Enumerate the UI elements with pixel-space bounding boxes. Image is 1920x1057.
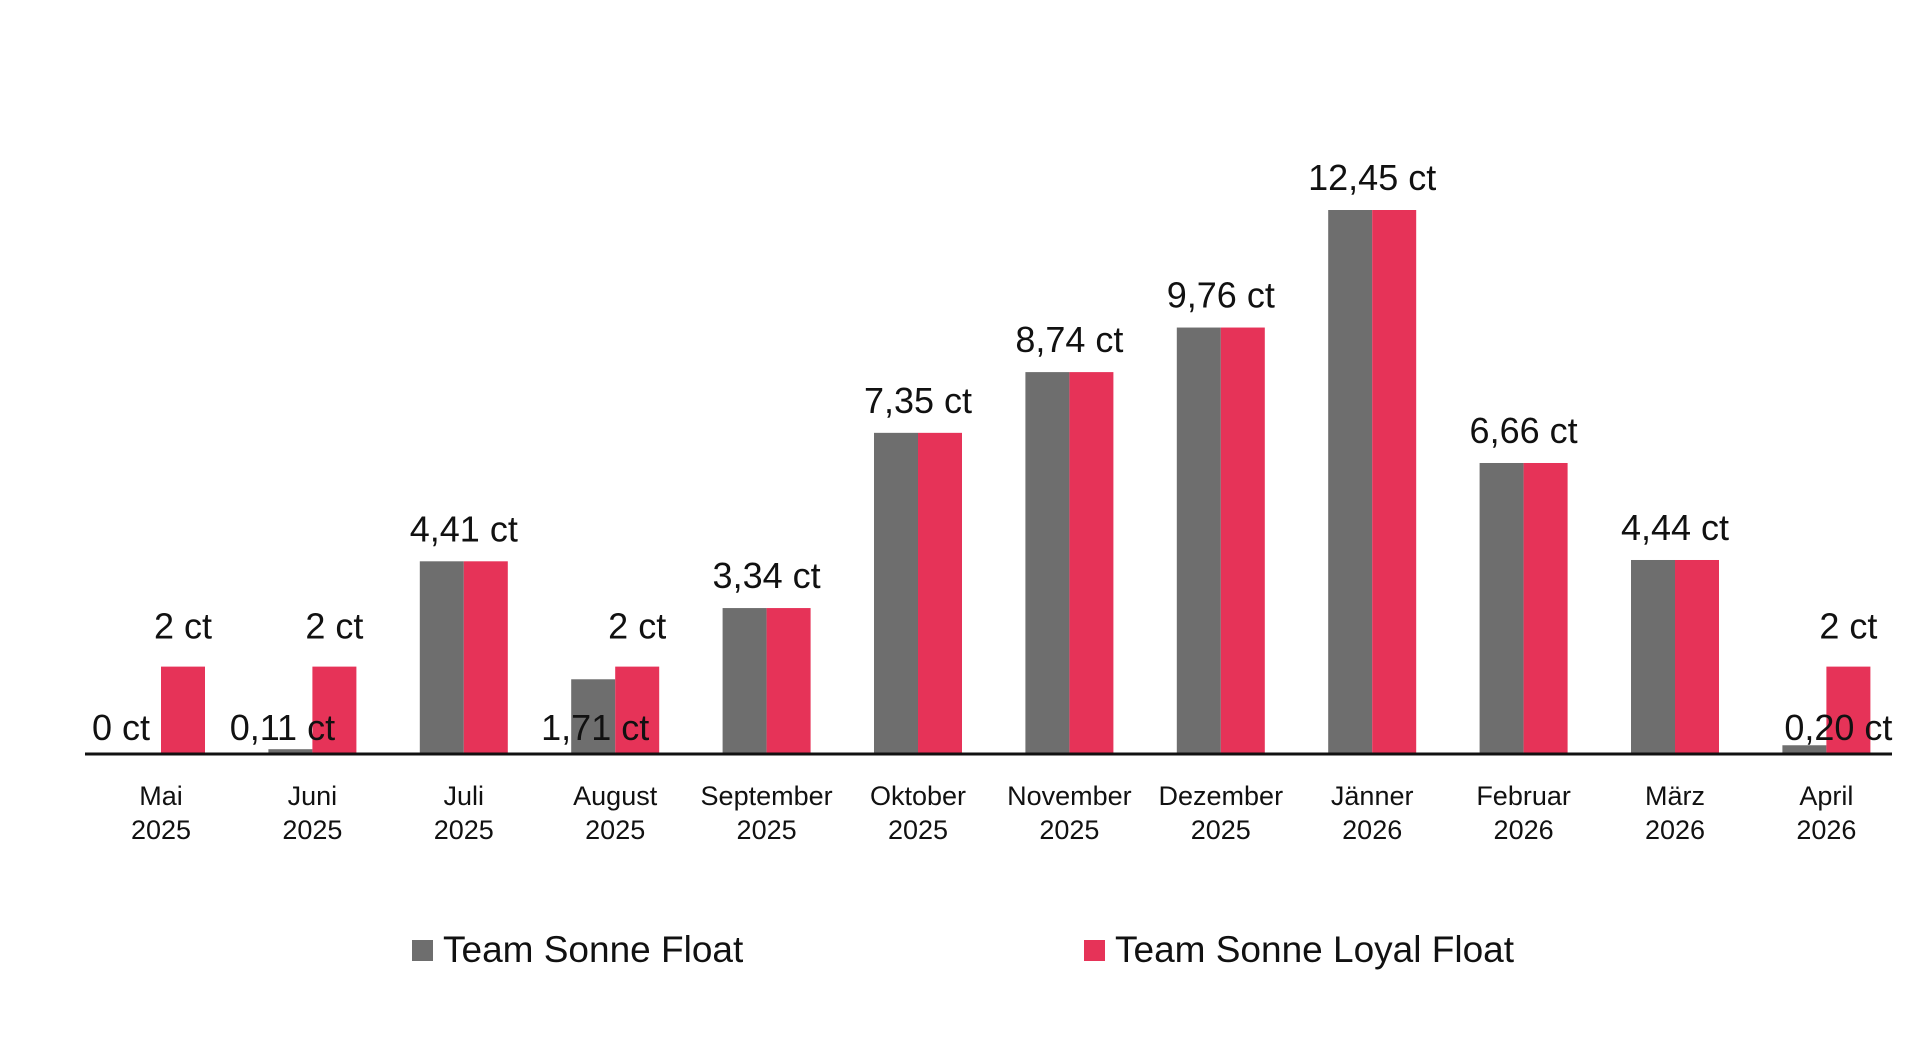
x-tick-label-april-2026-line1: April [1799,781,1853,811]
bar-team-sonne-float-august-2025 [571,679,616,754]
data-label-team-sonne-float-juni-2025: 0,11 ct [230,707,335,748]
bar-team-sonne-loyal-float-oktober-2025 [918,432,962,754]
x-tick-label-juli-2025-line2: 2025 [434,815,494,845]
data-labels-layer: 0 ct 2 ct 0,11 ct 2 ct 4,41 ct 1,71 ct 2 ct 3,3… [92,157,1892,748]
data-label-team-sonne-float-august-2025: 1,71 ct [541,707,649,748]
bar-team-sonne-loyal-float-august-2025 [615,666,660,754]
data-label-team-sonne-loyal-float-juni-2025: 2 ct [305,606,363,647]
x-tick-label-februar-2026-line1: Februar [1476,781,1571,811]
bar-team-sonne-loyal-float-februar-2026 [1523,462,1568,754]
data-label-team-sonne-float-juli-2025: 4,41 ct [410,508,518,549]
x-tick-label-marz-2026-line1: März [1645,781,1705,811]
x-tick-label-august-2025-line2: 2025 [585,815,645,845]
bar-team-sonne-loyal-float-janner-2026 [1372,210,1417,754]
bar-team-sonne-float-oktober-2025 [874,432,918,754]
x-tick-label-mai-2025-line2: 2025 [131,815,191,845]
x-tick-label-juli-2025-line1: Juli [444,781,485,811]
x-tick-label-november-2025-line2: 2025 [1039,815,1099,845]
x-tick-label-marz-2026-line2: 2026 [1645,815,1705,845]
legend-label-team-sonne-loyal-float: Team Sonne Loyal Float [1115,929,1515,970]
data-label-team-sonne-float-april-2026: 0,20 ct [1784,707,1892,748]
data-label-team-sonne-float-marz-2026: 4,44 ct [1621,507,1729,548]
x-tick-label-november-2025-line1: November [1007,781,1132,811]
data-label-team-sonne-float-februar-2026: 6,66 ct [1470,410,1578,451]
x-tick-label-juni-2025-line2: 2025 [282,815,342,845]
legend-swatch-team-sonne-float [412,939,433,961]
x-tick-label-august-2025-line1: August [573,781,658,811]
data-label-team-sonne-float-mai-2025: 0 ct [92,707,150,748]
x-tick-labels-layer: Mai 2025 Juni 2025 Juli 2025 August 2025 Septemb… [131,781,1856,845]
bar-team-sonne-loyal-float-mai-2025 [161,666,205,754]
x-tick-label-mai-2025-line1: Mai [139,781,183,811]
data-label-team-sonne-loyal-float-april-2026: 2 ct [1819,606,1877,647]
legend: Team Sonne Float Team Sonne Loyal Float [0,920,1920,980]
bar-team-sonne-loyal-float-april-2026 [1826,666,1871,754]
x-tick-label-september-2025-line2: 2025 [737,815,797,845]
legend-label-team-sonne-float: Team Sonne Float [443,929,744,970]
x-tick-label-februar-2026-line2: 2026 [1494,815,1554,845]
bar-team-sonne-loyal-float-september-2025 [766,608,811,754]
bar-team-sonne-float-februar-2026 [1479,462,1524,754]
data-label-team-sonne-loyal-float-mai-2025: 2 ct [154,606,212,647]
data-label-team-sonne-float-september-2025: 3,34 ct [713,555,821,596]
x-tick-label-september-2025-line1: September [701,781,833,811]
x-tick-label-janner-2026-line1: Jänner [1331,781,1414,811]
bar-team-sonne-float-janner-2026 [1328,210,1373,754]
legend-item-team-sonne-loyal-float: Team Sonne Loyal Float [1084,920,1514,980]
data-label-team-sonne-loyal-float-august-2025: 2 ct [608,606,666,647]
x-tick-label-juni-2025-line1: Juni [288,781,338,811]
x-tick-label-oktober-2025-line1: Oktober [870,781,966,811]
data-label-team-sonne-float-dezember-2025: 9,76 ct [1167,275,1275,316]
bar-team-sonne-loyal-float-november-2025 [1069,372,1114,754]
bar-team-sonne-float-marz-2026 [1631,559,1675,754]
bar-team-sonne-loyal-float-marz-2026 [1675,559,1719,754]
bar-team-sonne-float-dezember-2025 [1176,327,1221,754]
bar-team-sonne-float-juni-2025 [268,749,313,754]
bar-team-sonne-float-november-2025 [1025,372,1070,754]
bar-team-sonne-float-juli-2025 [419,561,464,754]
data-label-team-sonne-float-november-2025: 8,74 ct [1015,319,1123,360]
x-tick-label-janner-2026-line2: 2026 [1342,815,1402,845]
legend-swatch-team-sonne-loyal-float [1084,939,1105,961]
x-tick-label-dezember-2025-line2: 2025 [1191,815,1251,845]
bar-team-sonne-loyal-float-juli-2025 [463,561,508,754]
legend-item-team-sonne-float: Team Sonne Float [412,920,743,980]
bar-team-sonne-float-september-2025 [722,608,767,754]
bar-team-sonne-loyal-float-dezember-2025 [1220,327,1265,754]
x-tick-label-oktober-2025-line2: 2025 [888,815,948,845]
bar-team-sonne-loyal-float-juni-2025 [312,666,357,754]
bar-team-sonne-float-april-2026 [1782,745,1827,754]
x-tick-label-april-2026-line2: 2026 [1796,815,1856,845]
data-label-team-sonne-float-oktober-2025: 7,35 ct [864,380,972,421]
bars-layer [161,210,1871,754]
data-label-team-sonne-float-janner-2026: 12,45 ct [1308,157,1436,198]
x-tick-label-dezember-2025-line1: Dezember [1159,781,1284,811]
